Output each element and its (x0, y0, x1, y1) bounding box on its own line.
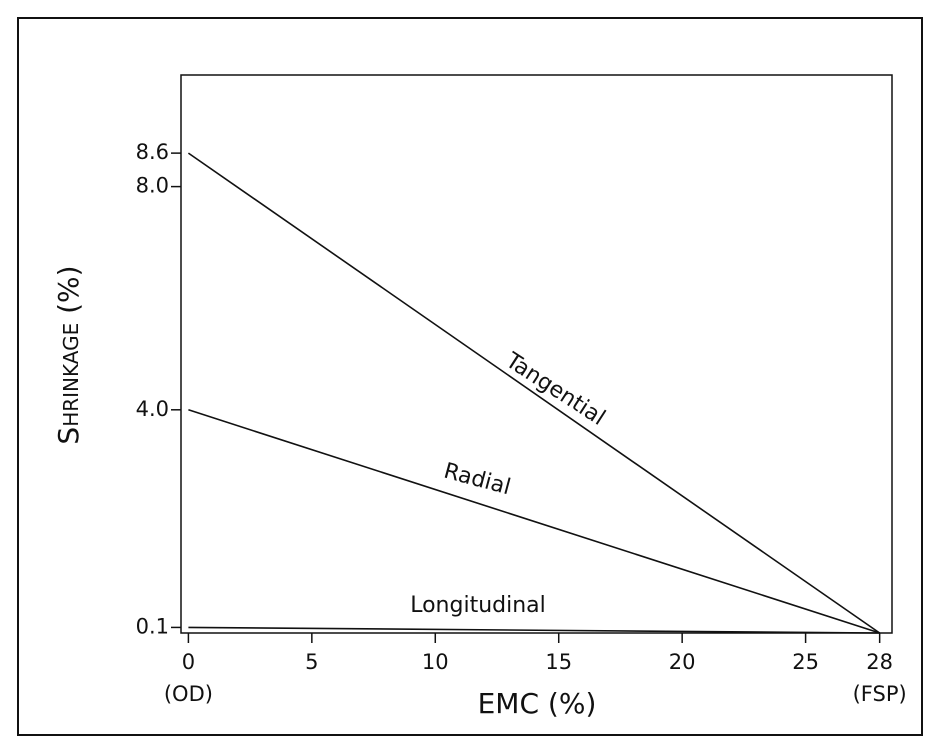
x-tick-label: 0 (182, 650, 195, 674)
x-tick-label: 25 (792, 650, 819, 674)
series-label: Tangential (500, 348, 609, 431)
x-axis-label: EMC (%) (478, 687, 597, 720)
y-tick-label: 8.0 (136, 174, 169, 198)
y-axis-label: Shrinkage (%) (52, 265, 85, 444)
x-tick-label: 5 (305, 650, 318, 674)
series-line (188, 409, 880, 634)
annotation: (FSP) (853, 682, 907, 706)
x-tick-label: 20 (669, 650, 696, 674)
series-line (187, 152, 881, 634)
annotation: (OD) (164, 682, 213, 706)
plot-area (180, 74, 893, 634)
y-tick-label: 8.6 (136, 140, 169, 164)
y-tick-label: 4.0 (136, 397, 169, 421)
frame (17, 17, 923, 736)
series-label: Longitudinal (410, 593, 546, 618)
series-line (188, 626, 880, 634)
x-tick-label: 15 (545, 650, 572, 674)
y-tick-label: 0.1 (136, 614, 169, 638)
x-tick-label: 28 (866, 650, 893, 674)
x-tick-label: 10 (422, 650, 449, 674)
